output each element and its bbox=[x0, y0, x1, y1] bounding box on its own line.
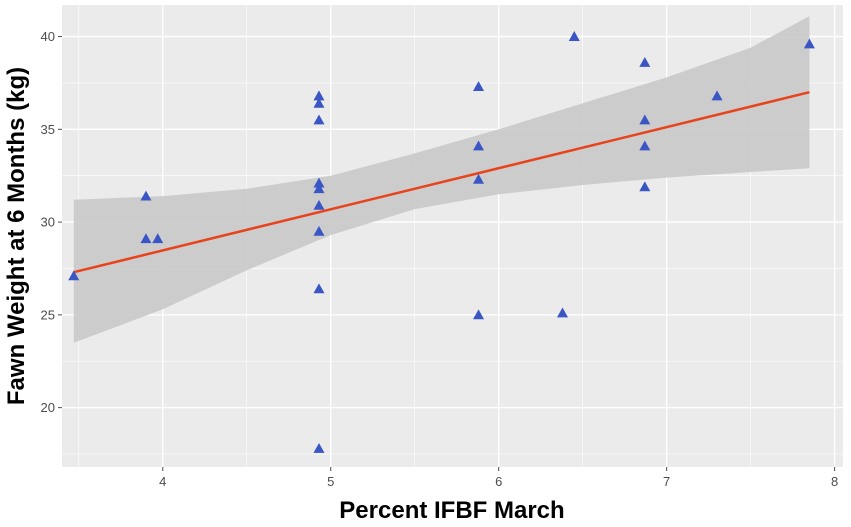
x-tick-label: 8 bbox=[831, 474, 838, 489]
data-point bbox=[557, 307, 569, 318]
x-tick-label: 4 bbox=[159, 474, 166, 489]
y-tick-label: 35 bbox=[41, 122, 55, 137]
data-point bbox=[639, 140, 651, 151]
y-axis: 20 25 30 35 40 bbox=[41, 29, 62, 415]
data-point bbox=[313, 177, 325, 188]
data-point bbox=[313, 90, 325, 101]
data-point bbox=[313, 283, 325, 294]
data-point bbox=[313, 225, 325, 236]
x-axis-title: Percent IFBF March bbox=[339, 497, 564, 524]
x-tick-label: 7 bbox=[663, 474, 670, 489]
data-point bbox=[313, 114, 325, 125]
data-point bbox=[568, 31, 580, 41]
data-point bbox=[313, 442, 325, 453]
data-point bbox=[639, 57, 651, 67]
x-tick-label: 6 bbox=[495, 474, 502, 489]
y-tick-label: 40 bbox=[41, 29, 55, 44]
data-point bbox=[711, 90, 723, 101]
data-point bbox=[140, 190, 152, 201]
data-points bbox=[68, 31, 815, 453]
data-point bbox=[473, 81, 485, 92]
y-tick-label: 25 bbox=[41, 307, 55, 322]
data-point bbox=[473, 140, 485, 151]
data-point bbox=[473, 309, 485, 320]
x-axis: 4 5 6 7 8 bbox=[159, 467, 838, 489]
y-axis-title: Fawn Weight at 6 Months (kg) bbox=[3, 67, 30, 405]
data-point bbox=[803, 38, 815, 49]
data-point bbox=[152, 233, 164, 244]
confidence-band bbox=[73, 16, 810, 343]
data-point bbox=[639, 181, 651, 192]
data-point bbox=[68, 270, 80, 281]
data-point bbox=[473, 173, 485, 184]
data-point bbox=[313, 199, 325, 210]
data-point bbox=[313, 97, 325, 108]
trend-line bbox=[73, 90, 810, 274]
data-point bbox=[639, 114, 651, 125]
x-tick-label: 5 bbox=[327, 474, 334, 489]
y-tick-label: 30 bbox=[41, 215, 55, 230]
data-point bbox=[140, 233, 152, 244]
y-tick-label: 20 bbox=[41, 400, 55, 415]
data-point bbox=[313, 183, 325, 194]
